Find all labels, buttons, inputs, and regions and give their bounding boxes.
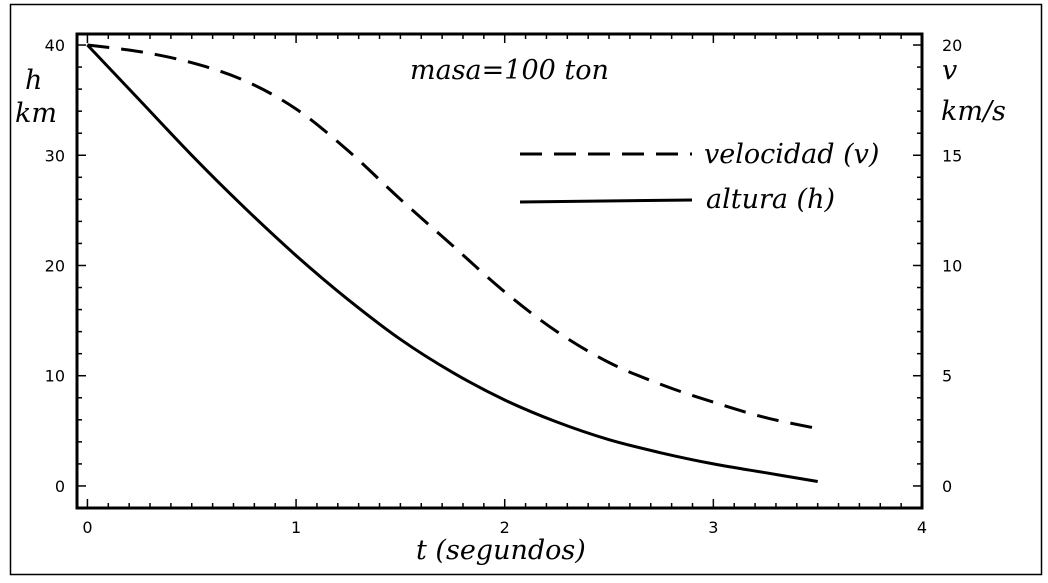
y-right-tick-label: 20	[942, 36, 962, 55]
x-tick-label: 3	[708, 518, 718, 537]
y-left-tick-label: 0	[55, 477, 65, 496]
x-tick-label: 2	[500, 518, 510, 537]
y-right-axis-label-symbol: v	[942, 55, 957, 86]
x-tick-label: 0	[82, 518, 92, 537]
y-right-tick-label: 0	[942, 477, 952, 496]
x-tick-label: 4	[917, 518, 927, 537]
y-right-tick-label: 15	[942, 146, 962, 165]
series-line-velocidad	[87, 43, 819, 431]
legend: velocidad (v) altura (h)	[519, 139, 879, 215]
plot-area-frame	[75, 32, 924, 510]
legend-swatch-altura	[519, 198, 693, 204]
y-left-tick-label: 40	[45, 36, 65, 55]
y-left-axis-label-unit: km	[15, 98, 57, 129]
y-left-tick-label: 30	[45, 146, 65, 165]
figure-frame	[9, 3, 1043, 576]
series-line-altura	[86, 43, 818, 483]
y-right-axis-label-unit: km/s	[941, 96, 1006, 127]
legend-label-altura: altura (h)	[706, 184, 835, 215]
y-left-tick-label: 20	[45, 256, 65, 275]
series-layer	[86, 43, 819, 483]
y-left-tick-label: 10	[45, 367, 65, 386]
x-axis-label: t (segundos)	[416, 535, 586, 566]
legend-label-velocidad: velocidad (v)	[704, 139, 879, 170]
y-right-tick-label: 5	[942, 367, 952, 386]
y-right-tick-label: 10	[942, 256, 962, 275]
mass-annotation: masa=100 ton	[410, 55, 609, 86]
x-tick-label: 1	[291, 518, 301, 537]
y-left-axis-label-symbol: h	[25, 65, 42, 96]
